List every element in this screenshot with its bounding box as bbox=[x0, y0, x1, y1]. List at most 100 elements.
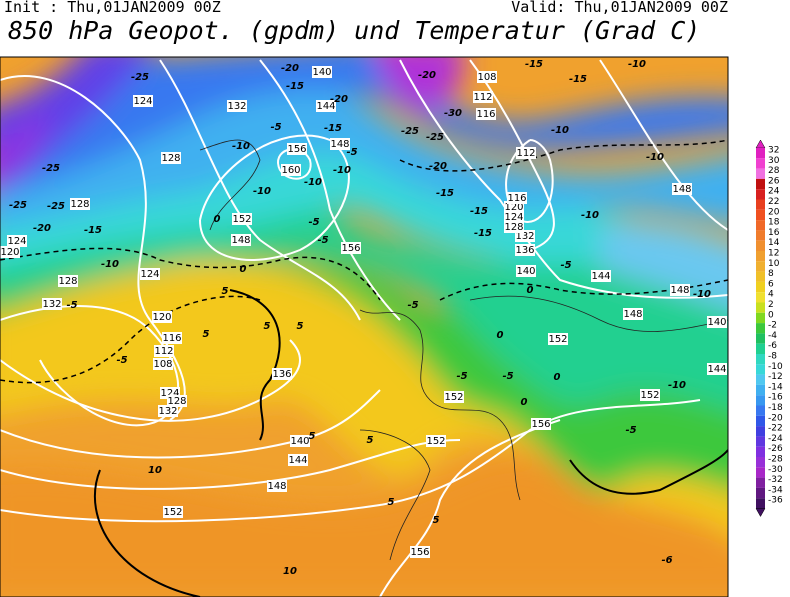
geopotential-label: 148 bbox=[231, 235, 250, 246]
label-box bbox=[272, 368, 292, 380]
label-box bbox=[477, 71, 497, 83]
color-bar-label: 26 bbox=[768, 176, 780, 186]
label-box bbox=[154, 345, 174, 357]
geopotential-label: 144 bbox=[316, 101, 335, 112]
temperature-label: -10 bbox=[101, 259, 119, 270]
temperature-label: -15 bbox=[525, 59, 543, 70]
label-box bbox=[670, 284, 690, 296]
label-box bbox=[707, 316, 727, 328]
geopotential-label: 116 bbox=[162, 333, 181, 344]
geopotential-label: 128 bbox=[161, 153, 180, 164]
temperature-label: 0 bbox=[214, 214, 221, 225]
color-bar-band bbox=[756, 240, 765, 251]
label-box bbox=[341, 242, 361, 254]
geopotential-label: 144 bbox=[591, 271, 610, 282]
geopotential-label: 148 bbox=[267, 481, 286, 492]
temperature-label: 0 bbox=[497, 330, 504, 341]
temperature-label: 10 bbox=[148, 465, 162, 476]
color-bar-label: -22 bbox=[768, 424, 783, 434]
label-box bbox=[516, 147, 536, 159]
geopotential-label: 128 bbox=[70, 199, 89, 210]
color-bar-band bbox=[756, 158, 765, 169]
geopotential-label: 112 bbox=[516, 148, 535, 159]
color-bar-label: 6 bbox=[768, 279, 774, 289]
geopotential-label: 112 bbox=[154, 346, 173, 357]
color-bar-label: -24 bbox=[768, 434, 783, 444]
color-bar-band bbox=[756, 467, 765, 478]
temperature-label: -30 bbox=[444, 108, 462, 119]
geopotential-label: 148 bbox=[330, 139, 349, 150]
color-bar-label: -18 bbox=[768, 403, 783, 413]
geopotential-label: 120 bbox=[152, 312, 171, 323]
color-bar-label: -8 bbox=[768, 352, 777, 362]
color-bar-label: -12 bbox=[768, 372, 783, 382]
label-box bbox=[231, 234, 251, 246]
label-box bbox=[640, 389, 660, 401]
label-box bbox=[70, 198, 90, 210]
label-box bbox=[504, 211, 524, 223]
label-box bbox=[531, 418, 551, 430]
geopotential-label: 136 bbox=[272, 369, 291, 380]
color-bar-band bbox=[756, 251, 765, 262]
temperature-label: -10 bbox=[551, 125, 569, 136]
color-bar-band bbox=[756, 199, 765, 210]
temperature-label: -5 bbox=[625, 425, 636, 436]
color-bar-label: -6 bbox=[768, 341, 777, 351]
color-bar-band bbox=[756, 209, 765, 221]
color-bar-label: -26 bbox=[768, 444, 783, 454]
color-bar-band bbox=[756, 498, 765, 509]
label-box bbox=[707, 363, 727, 375]
temperature-label: 5 bbox=[203, 329, 210, 340]
temperature-label: -25 bbox=[42, 163, 60, 174]
label-box bbox=[548, 333, 568, 345]
temperature-label: -5 bbox=[66, 300, 77, 311]
temperature-label: -6 bbox=[661, 555, 672, 566]
temperature-label: -10 bbox=[232, 141, 250, 152]
geopotential-label: 148 bbox=[670, 285, 689, 296]
temperature-label: -25 bbox=[47, 201, 65, 212]
color-bar-band bbox=[756, 189, 765, 200]
label-box bbox=[504, 221, 524, 233]
color-bar-label: 2 bbox=[768, 300, 774, 310]
geopotential-label: 160 bbox=[281, 165, 300, 176]
geopotential-label: 116 bbox=[507, 193, 526, 204]
geopotential-label: 152 bbox=[426, 436, 445, 447]
geopotential-label: 152 bbox=[163, 507, 182, 518]
color-bar-band bbox=[756, 292, 765, 303]
temperature-label: -15 bbox=[286, 81, 304, 92]
geopotential-label: 152 bbox=[640, 390, 659, 401]
geopotential-label: 116 bbox=[476, 109, 495, 120]
color-bar-arrow-bottom bbox=[755, 508, 766, 518]
color-bar-band bbox=[756, 168, 765, 179]
color-bar-label: -20 bbox=[768, 413, 783, 423]
label-box bbox=[7, 235, 27, 247]
temperature-label: -15 bbox=[84, 225, 102, 236]
label-box bbox=[516, 265, 536, 277]
temperature-label: -5 bbox=[270, 122, 281, 133]
geopotential-label: 128 bbox=[504, 222, 523, 233]
color-bar-band bbox=[756, 426, 765, 437]
color-bar-band bbox=[756, 343, 765, 354]
temperature-label: -25 bbox=[426, 132, 444, 143]
temperature-label: -10 bbox=[581, 210, 599, 221]
label-box bbox=[515, 244, 535, 256]
temperature-label: -20 bbox=[33, 223, 51, 234]
geopotential-label: 132 bbox=[42, 299, 61, 310]
temperature-label: -20 bbox=[429, 161, 447, 172]
color-bar-label: -32 bbox=[768, 475, 783, 485]
coastlines bbox=[199, 139, 728, 561]
color-bar-label: 16 bbox=[768, 228, 780, 238]
color-bar-band bbox=[756, 261, 765, 272]
temperature-label: 10 bbox=[283, 566, 297, 577]
temperature-label: -5 bbox=[346, 147, 357, 158]
color-bar-label: -14 bbox=[768, 382, 783, 392]
color-bar-label: 8 bbox=[768, 269, 774, 279]
color-bar-band bbox=[756, 446, 765, 457]
color-bar-band bbox=[756, 457, 765, 468]
color-bar-band bbox=[756, 354, 765, 365]
geopotential-label: 108 bbox=[477, 72, 496, 83]
temperature-label: -20 bbox=[418, 70, 436, 81]
geopotential-label: 140 bbox=[707, 317, 726, 328]
temperature-label: 5 bbox=[367, 435, 374, 446]
